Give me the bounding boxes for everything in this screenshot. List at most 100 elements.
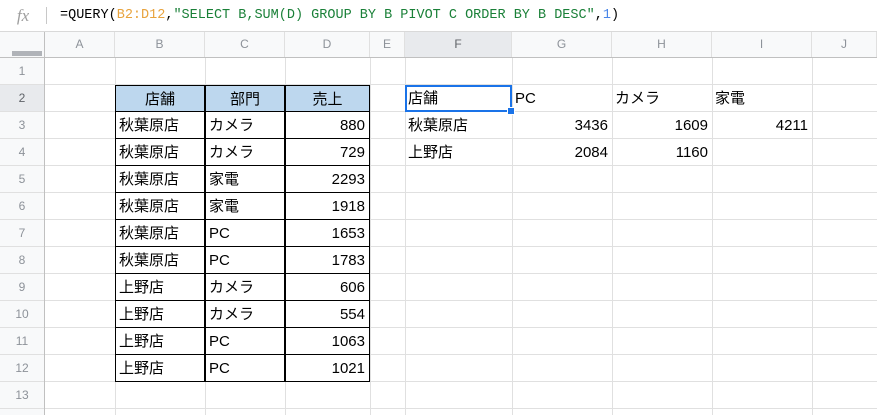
result-cell-appliance[interactable] [712, 139, 812, 166]
gridline-horizontal [45, 408, 877, 409]
source-cell-sales[interactable]: 2293 [285, 166, 370, 193]
column-header-j[interactable]: J [812, 32, 877, 57]
result-header-store[interactable]: 店舗 [408, 90, 439, 107]
gridline-vertical [370, 58, 371, 415]
source-cell-dept[interactable]: カメラ [205, 301, 285, 328]
row-header-4[interactable]: 4 [0, 139, 44, 166]
select-all-triangle-icon [12, 51, 42, 56]
source-cell-sales[interactable]: 1063 [285, 328, 370, 355]
source-cell-dept[interactable]: PC [205, 355, 285, 382]
gridline-horizontal [45, 300, 877, 301]
column-header-i[interactable]: I [712, 32, 812, 57]
column-header-b[interactable]: B [115, 32, 205, 57]
source-cell-sales[interactable]: 880 [285, 112, 370, 139]
row-header-11[interactable]: 11 [0, 328, 44, 355]
formula-input[interactable]: =QUERY(B2:D12,"SELECT B,SUM(D) GROUP BY … [60, 8, 619, 23]
source-cell-dept[interactable]: 家電 [205, 166, 285, 193]
source-cell-store[interactable]: 上野店 [115, 274, 205, 301]
formula-token-function: =QUERY( [60, 8, 117, 23]
result-cell-store[interactable]: 秋葉原店 [408, 117, 469, 134]
source-cell-dept[interactable]: PC [205, 220, 285, 247]
source-cell-sales[interactable]: 606 [285, 274, 370, 301]
source-header-dept[interactable]: 部門 [205, 85, 285, 112]
gridline-horizontal [45, 138, 877, 139]
result-cell-store[interactable]: 上野店 [408, 144, 454, 161]
source-cell-sales[interactable]: 1783 [285, 247, 370, 274]
source-cell-store[interactable]: 秋葉原店 [115, 166, 205, 193]
row-header-3[interactable]: 3 [0, 112, 44, 139]
formula-bar: fx =QUERY(B2:D12,"SELECT B,SUM(D) GROUP … [0, 0, 877, 32]
row-header-1[interactable]: 1 [0, 58, 44, 85]
column-header-c[interactable]: C [205, 32, 285, 57]
row-header-9[interactable]: 9 [0, 274, 44, 301]
source-cell-store[interactable]: 上野店 [115, 355, 205, 382]
source-cell-store[interactable]: 秋葉原店 [115, 139, 205, 166]
source-cell-sales[interactable]: 554 [285, 301, 370, 328]
formula-bar-divider [46, 7, 47, 24]
source-cell-store[interactable]: 上野店 [115, 328, 205, 355]
gridline-vertical [712, 58, 713, 415]
cell-area[interactable]: 店舗 部門 売上 秋葉原店 カメラ 880 秋葉原店 カメラ 729 秋葉原店 家電 2293 秋葉原店… [45, 58, 877, 415]
result-cell-camera[interactable]: 1609 [674, 117, 708, 134]
formula-token-headers-arg: 1 [602, 8, 611, 23]
row-header-8[interactable]: 8 [0, 247, 44, 274]
formula-token-comma-1: , [165, 8, 174, 23]
gridline-horizontal [45, 246, 877, 247]
source-cell-sales[interactable]: 1653 [285, 220, 370, 247]
row-header-7[interactable]: 7 [0, 220, 44, 247]
source-cell-sales[interactable]: 1021 [285, 355, 370, 382]
result-header-camera[interactable]: カメラ [615, 90, 661, 107]
gridline-horizontal [45, 354, 877, 355]
column-header-d[interactable]: D [285, 32, 370, 57]
gridline-horizontal [45, 381, 877, 382]
source-cell-store[interactable]: 秋葉原店 [115, 193, 205, 220]
column-header-h[interactable]: H [612, 32, 712, 57]
source-cell-dept[interactable]: PC [205, 328, 285, 355]
source-cell-dept[interactable]: 家電 [205, 193, 285, 220]
source-cell-store[interactable]: 秋葉原店 [115, 220, 205, 247]
column-header-g[interactable]: G [512, 32, 612, 57]
row-header-6[interactable]: 6 [0, 193, 44, 220]
source-header-sales[interactable]: 売上 [285, 85, 370, 112]
column-header-e[interactable]: E [370, 32, 405, 57]
column-header-f[interactable]: F [405, 32, 512, 57]
source-cell-dept[interactable]: PC [205, 247, 285, 274]
row-header-5[interactable]: 5 [0, 166, 44, 193]
formula-token-close-paren: ) [610, 8, 620, 23]
result-cell-camera[interactable]: 1160 [675, 144, 708, 161]
source-cell-dept[interactable]: カメラ [205, 274, 285, 301]
result-cell-pc[interactable]: 2084 [574, 144, 608, 161]
source-cell-sales[interactable]: 1918 [285, 193, 370, 220]
source-cell-dept[interactable]: カメラ [205, 112, 285, 139]
row-header-12[interactable]: 12 [0, 355, 44, 382]
row-header-10[interactable]: 10 [0, 301, 44, 328]
gridline-horizontal [45, 273, 877, 274]
result-cell-appliance[interactable]: 4211 [775, 117, 808, 134]
gridline-vertical [405, 58, 406, 415]
gridline-vertical [512, 58, 513, 415]
source-cell-store[interactable]: 上野店 [115, 301, 205, 328]
gridline-horizontal [45, 84, 877, 85]
gridline-horizontal [45, 327, 877, 328]
row-header-14[interactable]: 14 [0, 409, 44, 415]
gridline-vertical [612, 58, 613, 415]
result-cell-pc[interactable]: 3436 [574, 117, 608, 134]
formula-token-query-string: "SELECT B,SUM(D) GROUP BY B PIVOT C ORDE… [173, 8, 595, 23]
source-cell-store[interactable]: 秋葉原店 [115, 247, 205, 274]
source-cell-sales[interactable]: 729 [285, 139, 370, 166]
source-cell-store[interactable]: 秋葉原店 [115, 112, 205, 139]
select-all-corner[interactable] [0, 32, 45, 57]
result-header-pc[interactable]: PC [515, 90, 536, 107]
gridline-horizontal [45, 219, 877, 220]
row-header-2[interactable]: 2 [0, 85, 44, 112]
result-header-appliance[interactable]: 家電 [715, 90, 746, 107]
column-header-a[interactable]: A [45, 32, 115, 57]
row-header-13[interactable]: 13 [0, 382, 44, 409]
source-header-store[interactable]: 店舗 [115, 85, 205, 112]
formula-token-range: B2:D12 [116, 8, 166, 23]
fill-handle[interactable] [507, 107, 515, 115]
formula-token-comma-2: , [594, 8, 603, 23]
source-cell-dept[interactable]: カメラ [205, 139, 285, 166]
row-header-column: 1234567891011121314 [0, 58, 45, 415]
